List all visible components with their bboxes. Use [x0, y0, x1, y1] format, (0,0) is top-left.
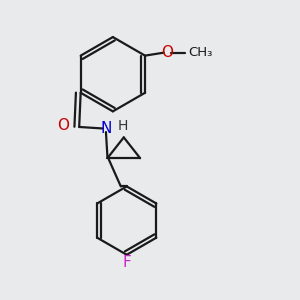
Text: H: H	[118, 119, 128, 133]
Text: O: O	[161, 45, 173, 60]
Text: CH₃: CH₃	[188, 46, 212, 59]
Text: O: O	[57, 118, 69, 133]
Text: F: F	[122, 255, 131, 270]
Text: N: N	[100, 121, 112, 136]
